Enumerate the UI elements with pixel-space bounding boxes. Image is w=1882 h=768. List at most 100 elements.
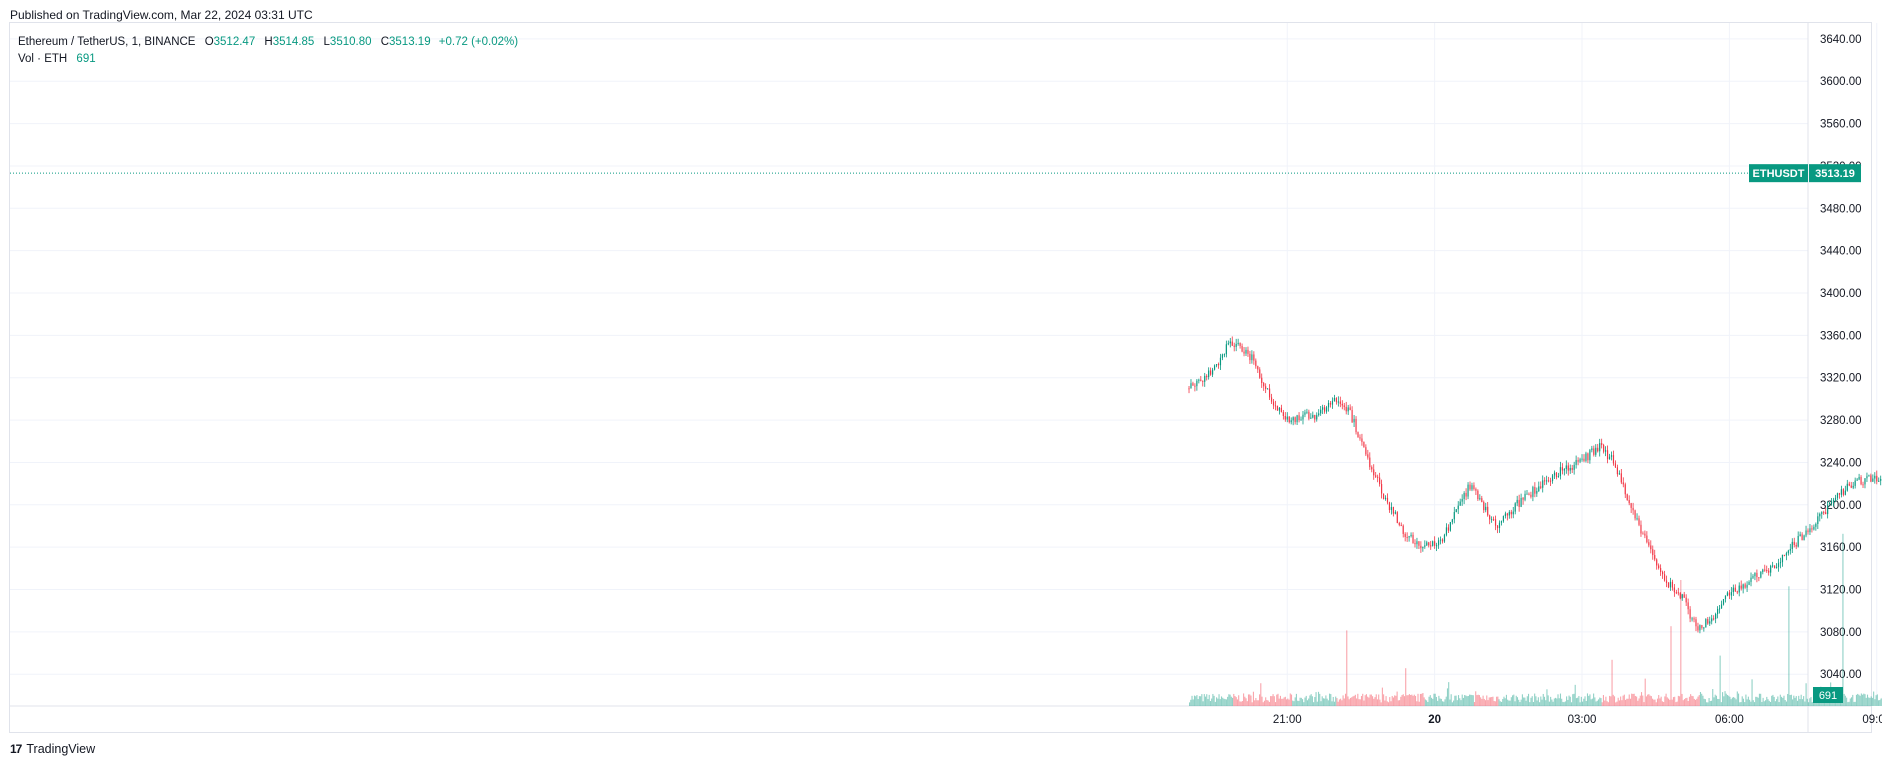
volume-bar — [1281, 698, 1283, 706]
volume-bar — [1438, 695, 1440, 706]
volume-bar — [1794, 697, 1796, 706]
candle-body — [1308, 411, 1310, 419]
candle-body — [1593, 448, 1595, 455]
volume-bar — [1406, 695, 1408, 706]
volume-bar — [1424, 699, 1426, 706]
volume-bar — [1374, 697, 1376, 706]
volume-bar — [1453, 700, 1455, 706]
candle-body — [1864, 478, 1866, 485]
volume-bar — [1454, 695, 1456, 706]
volume-bar — [1198, 696, 1200, 706]
volume-bar — [1827, 701, 1829, 706]
volume-bar — [1389, 697, 1391, 706]
candle-body — [1829, 502, 1831, 505]
volume-bar — [1446, 688, 1449, 706]
candle-body — [1213, 365, 1216, 370]
volume-bar — [1314, 696, 1316, 706]
volume-bar — [1760, 693, 1762, 706]
volume-bar — [1333, 701, 1336, 706]
candle-body — [1267, 388, 1269, 390]
volume-bar — [1507, 699, 1509, 706]
volume-bar — [1618, 700, 1620, 706]
volume-bar — [1854, 701, 1856, 706]
candle-body — [1573, 464, 1575, 470]
candle-body — [1477, 490, 1479, 500]
volume-bar — [1202, 701, 1204, 706]
volume-bar — [1272, 694, 1274, 706]
volume-bar — [1433, 693, 1435, 706]
volume-bar — [1742, 698, 1745, 706]
volume-bar — [1512, 695, 1514, 706]
candle-body — [1532, 487, 1534, 497]
volume-bar — [1691, 695, 1693, 706]
candle-body — [1465, 492, 1467, 497]
volume-bar — [1801, 699, 1803, 706]
candle-body — [1728, 592, 1730, 596]
volume-bar — [1596, 700, 1598, 706]
volume-bar — [1348, 699, 1350, 706]
volume-bar — [1677, 695, 1679, 706]
volume-bar — [1566, 696, 1568, 706]
volume-bar — [1585, 700, 1587, 706]
volume-bar — [1606, 701, 1608, 706]
candle-body — [1294, 417, 1296, 423]
candle-body — [1333, 397, 1336, 401]
candle-body — [1416, 541, 1418, 545]
candle-body — [1567, 465, 1569, 471]
candle-body — [1437, 540, 1440, 546]
volume-bar — [1201, 694, 1203, 706]
volume-bar — [1737, 693, 1740, 706]
volume-bar — [1843, 693, 1845, 706]
volume-bar — [1535, 696, 1537, 706]
volume-bar — [1590, 699, 1592, 706]
volume-bar — [1632, 693, 1634, 706]
volume-bar — [1739, 702, 1741, 706]
price-tick-label: 3400.00 — [1820, 288, 1862, 300]
volume-bar — [1553, 698, 1555, 706]
volume-bar — [1401, 695, 1403, 706]
candle-body — [1555, 472, 1558, 478]
volume-bar — [1206, 694, 1208, 706]
candle-body — [1455, 509, 1457, 513]
volume-bar — [1648, 694, 1650, 706]
candle-body — [1866, 476, 1868, 479]
candle-body — [1424, 545, 1426, 547]
candle-body — [1652, 549, 1654, 556]
volume-bar — [1655, 702, 1657, 706]
candle-body — [1485, 506, 1487, 511]
volume-bar — [1289, 693, 1291, 706]
candle-body — [1489, 515, 1491, 520]
candle-body — [1302, 414, 1304, 420]
volume-bar — [1214, 701, 1216, 706]
volume-bar — [1573, 693, 1575, 706]
volume-bar — [1271, 696, 1273, 706]
volume-bar — [1300, 697, 1302, 706]
volume-bar — [1532, 701, 1534, 706]
volume-bar — [1616, 701, 1618, 706]
candle-body — [1789, 548, 1791, 551]
volume-bar — [1601, 702, 1603, 706]
candle-body — [1754, 572, 1756, 577]
volume-bar — [1230, 696, 1232, 706]
candle-body — [1768, 570, 1770, 573]
volume-bar — [1229, 694, 1231, 706]
candle-body — [1510, 511, 1512, 515]
volume-bar — [1725, 693, 1727, 706]
candle-body — [1200, 379, 1202, 381]
volume-bar — [1627, 698, 1629, 706]
candle-body — [1732, 587, 1734, 593]
candle-body — [1724, 595, 1727, 599]
candle-body — [1852, 485, 1854, 488]
candle-body — [1353, 418, 1355, 423]
candle-body — [1237, 342, 1239, 344]
volume-bar — [1353, 695, 1355, 706]
volume-bar — [1785, 701, 1787, 706]
volume-bar — [1842, 533, 1844, 706]
volume-bar — [1605, 696, 1607, 706]
volume-bar — [1557, 694, 1559, 706]
volume-bar — [1421, 693, 1423, 706]
volume-bar — [1308, 698, 1310, 706]
candle-body — [1632, 507, 1634, 511]
volume-bar — [1744, 702, 1746, 706]
